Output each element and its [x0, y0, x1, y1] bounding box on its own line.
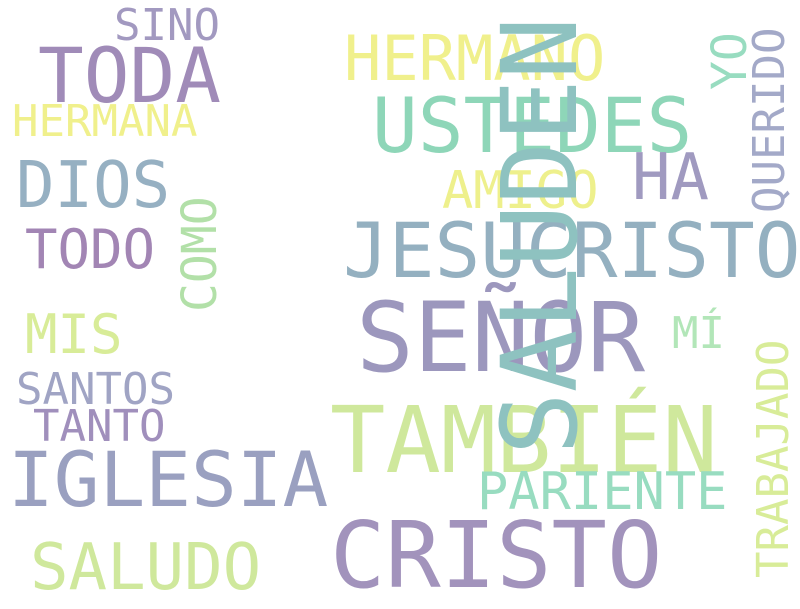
- word-pariente: PARIENTE: [477, 462, 728, 522]
- word-ha: HA: [632, 141, 710, 215]
- word-como: COMO: [172, 196, 228, 312]
- word-sino: SINO: [114, 0, 220, 51]
- word-todo: TODO: [25, 218, 156, 281]
- word-toda: TODA: [38, 31, 222, 120]
- word-saludo: SALUDO: [30, 531, 262, 605]
- word-cristo: CRISTO: [330, 502, 663, 609]
- word-querido: QUERIDO: [744, 27, 795, 213]
- word-mi: MÍ: [672, 308, 725, 359]
- word-saluden: SALUDEN: [479, 16, 601, 455]
- word-tanto: TANTO: [33, 401, 166, 452]
- word-ustedes: USTEDES: [372, 81, 693, 170]
- word-tambien: TAMBIÉN: [330, 387, 718, 494]
- word-iglesia: IGLESIA: [8, 435, 329, 524]
- word-hermana: HERMANA: [12, 96, 198, 147]
- word-hermano: HERMANO: [344, 22, 606, 95]
- word-dios: DIOS: [16, 149, 171, 223]
- word-trabajado: TRABAJADO: [748, 339, 799, 578]
- word-jesucristo: JESUCRISTO: [343, 206, 800, 295]
- word-santos: SANTOS: [16, 364, 175, 415]
- word-amigo: AMIGO: [442, 161, 599, 221]
- word-mis: MIS: [25, 303, 123, 366]
- word-senor: SEÑOR: [356, 282, 645, 394]
